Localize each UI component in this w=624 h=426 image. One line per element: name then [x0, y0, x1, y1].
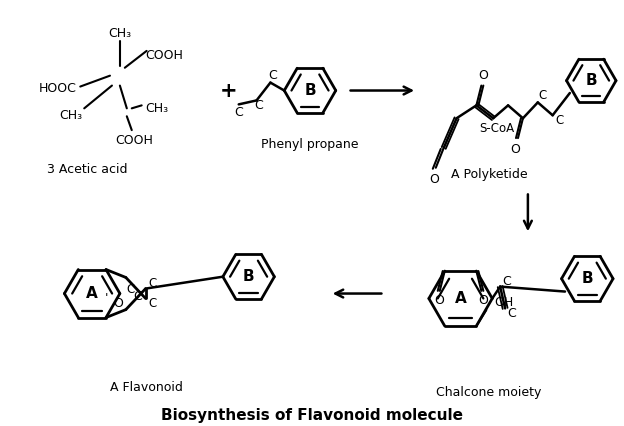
Text: Phenyl propane: Phenyl propane — [261, 138, 359, 152]
Text: OH: OH — [494, 296, 514, 309]
Text: B: B — [305, 83, 316, 98]
Text: O: O — [510, 144, 520, 156]
Text: O: O — [479, 69, 488, 82]
Text: CH₃: CH₃ — [59, 109, 82, 122]
Text: O: O — [113, 297, 123, 310]
Text: A Polyketide: A Polyketide — [451, 168, 528, 181]
Text: B: B — [243, 269, 255, 284]
Text: Biosynthesis of Flavonoid molecule: Biosynthesis of Flavonoid molecule — [161, 408, 463, 423]
Text: COOH: COOH — [145, 49, 183, 62]
Text: S-CoA: S-CoA — [480, 122, 515, 135]
Text: C: C — [127, 283, 135, 296]
Text: C: C — [254, 99, 263, 112]
Text: ': ' — [104, 292, 108, 305]
Text: C: C — [539, 89, 547, 102]
Text: B: B — [585, 73, 597, 88]
Text: C: C — [235, 106, 243, 119]
Text: O: O — [434, 294, 444, 307]
Text: C: C — [149, 297, 157, 310]
Text: C: C — [134, 290, 142, 303]
Text: CH₃: CH₃ — [109, 26, 132, 40]
Text: CH₃: CH₃ — [145, 102, 168, 115]
Text: C: C — [268, 69, 277, 82]
Text: B: B — [582, 271, 593, 286]
Text: A Flavonoid: A Flavonoid — [110, 381, 183, 394]
Text: C: C — [555, 114, 563, 127]
Text: HOOC: HOOC — [39, 82, 76, 95]
Text: C: C — [503, 275, 512, 288]
Text: C: C — [149, 277, 157, 290]
Text: A: A — [86, 286, 98, 301]
Text: O: O — [429, 173, 439, 186]
Text: 3 Acetic acid: 3 Acetic acid — [47, 163, 127, 176]
Text: A: A — [455, 291, 466, 306]
Text: +: + — [220, 81, 238, 101]
Text: COOH: COOH — [115, 133, 153, 147]
Text: C: C — [508, 307, 517, 320]
Text: Chalcone moiety: Chalcone moiety — [436, 386, 541, 399]
Text: O: O — [479, 294, 488, 307]
